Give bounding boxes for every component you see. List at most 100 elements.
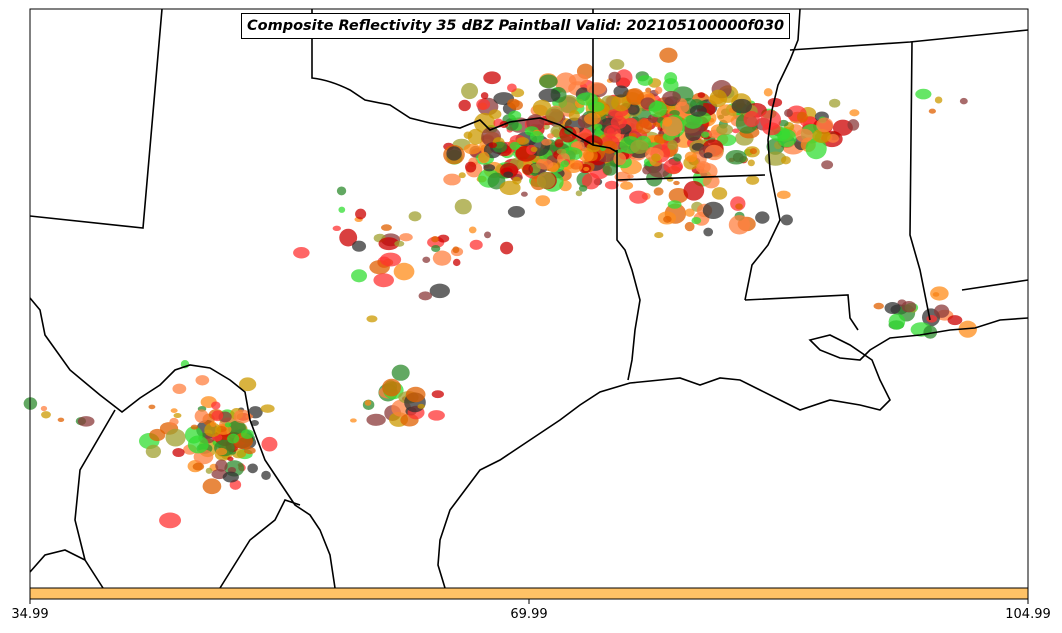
paintball-blob [509,141,520,151]
paintball-blob [888,313,906,330]
paintball-blob [703,152,713,159]
paintball-blob [684,221,695,232]
paintball-blob [431,390,444,399]
paintball-blob [701,131,710,138]
paintball-blob [488,142,498,149]
paintball-blob [408,211,422,222]
paintball-blob [202,478,222,495]
paintball-blob [627,174,634,179]
paintball-blob [431,236,439,243]
paintball-blob [366,315,378,323]
paintball-blob [626,103,640,115]
paintball-blob [923,325,938,339]
paintball-blob [653,187,664,196]
paintball-blob [364,399,372,406]
paintball-blob [57,417,65,423]
paintball-blob [530,146,538,153]
paintball-blob [339,228,358,247]
paintball-blob [483,71,501,85]
paintball-blob [192,462,205,471]
paintball-blob [629,190,648,204]
paintball-blob [227,433,240,444]
mississippi-river [744,8,801,301]
paintball-blob [244,447,256,455]
paintball-blob [293,247,310,259]
paintball-blob [959,97,968,105]
paintball-blob [716,133,737,146]
paintball-blob [659,47,678,63]
paintball-blob [461,82,479,100]
paintball-blob [930,286,949,301]
paintball-blob [602,162,618,176]
paintball-blob [428,410,445,421]
paintball-blob [743,111,760,128]
paintball-blob [536,171,556,189]
paintball-blob [463,143,481,155]
paintball-blob [586,82,607,95]
paintball-blob [747,159,755,167]
paintball-blob [432,250,452,266]
ms-la-border [744,294,859,331]
paintball-blob [611,94,631,112]
paintball-blob [684,208,695,217]
paintball-blob [796,111,808,123]
paintball-blob [696,162,706,170]
paintball-blob [884,302,901,315]
paintball-blob [915,88,932,100]
paintball-blob [934,96,943,104]
paintball-blob [159,512,182,529]
paintball-blob [378,237,400,251]
paintball-blob [228,420,246,436]
paintball-blob [711,187,728,200]
paintball-blob [233,409,252,424]
ok-border [311,9,618,153]
paintball-blob [716,124,734,136]
paintball-blob [215,459,228,472]
paintball-blob [654,232,664,239]
paintball-blob [149,428,166,442]
paintball-blob [667,139,678,150]
paintball-blob [211,410,224,422]
paintball-blob [755,211,770,224]
paintball-blob [583,166,590,172]
paintball-blob [613,85,629,98]
paintball-blob [172,447,185,458]
paintball-blob [260,404,275,413]
paintball-blob [336,186,347,196]
paintball-blob [651,153,661,162]
paintball-blob [578,185,588,192]
rio-grande [29,297,336,589]
paintball-blob [901,301,917,313]
paintball-blob [728,215,750,235]
paintball-blob [675,101,690,113]
map-title: Composite Reflectivity 35 dBZ Paintball … [241,13,791,39]
paintball-blob [454,198,472,215]
paintball-blob [446,146,462,161]
paintball-blob [608,71,621,83]
paintball-blob [41,411,51,419]
paintball-blob [394,240,405,247]
paintball-blob [604,180,619,190]
paintball-blob [947,315,963,326]
paintball-blobs [23,47,977,529]
colorbar-tick-max: 104.99 [1005,607,1051,622]
colorbar [29,587,1029,600]
paintball-blob [645,87,652,93]
paintball-blob [205,467,213,474]
paintball-blob [697,92,706,98]
mexico-state-line-3 [74,409,116,561]
paintball-blob [556,148,567,155]
paintball-blob [709,89,728,108]
paintball-blob [148,404,156,410]
paintball-blob [240,429,254,440]
paintball-blob [332,225,341,231]
paintball-blob [399,233,413,242]
ms-al-border [909,41,931,321]
paintball-blob [654,86,663,95]
paintball-blob [478,151,490,164]
paintball-blob [568,110,580,121]
paintball-blob [702,201,724,220]
colorbar-tick-min: 34.99 [11,607,49,622]
paintball-blob [512,176,522,185]
paintball-blob [508,110,522,121]
